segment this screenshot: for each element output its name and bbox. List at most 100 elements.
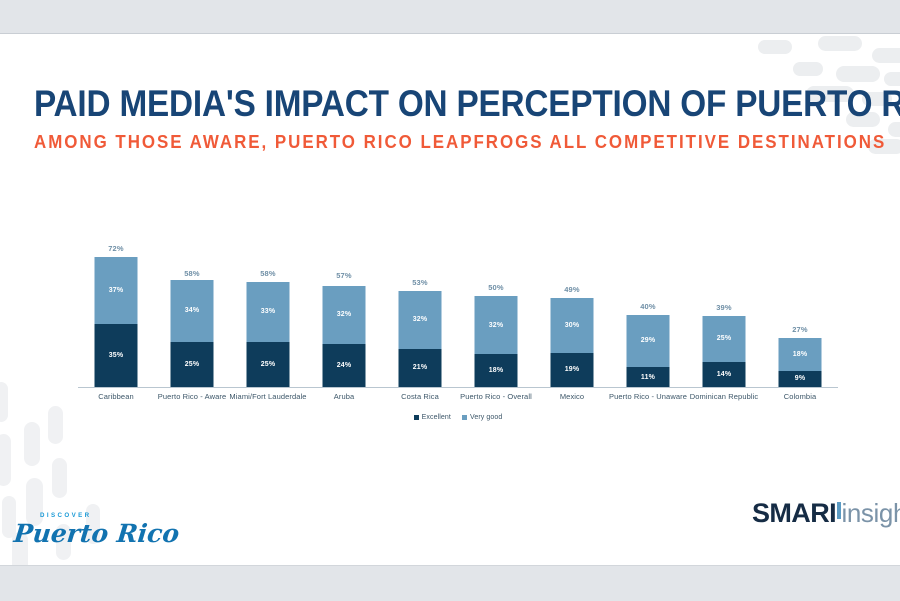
bar-segment-very-good[interactable]: 33% — [247, 282, 290, 342]
bar-segment-very-good[interactable]: 25% — [703, 316, 746, 361]
bar-group: 40%29%11%Puerto Rico - Unaware — [610, 242, 686, 387]
bar-group: 72%37%35%Caribbean — [78, 242, 154, 387]
category-label: Costa Rica — [401, 392, 439, 401]
bar-total-label: 57% — [336, 271, 352, 280]
bar-stack[interactable]: 34% 25% — [171, 280, 214, 387]
bar-segment-label: 35% — [109, 352, 124, 359]
bar-total-label: 40% — [640, 302, 656, 311]
bar-segment-excellent[interactable]: 35% — [95, 324, 138, 387]
bar-segment-very-good[interactable]: 18% — [779, 338, 822, 371]
bar-group: 27%18%9%Colombia — [762, 242, 838, 387]
bar-stack[interactable]: 32% 21% — [399, 291, 442, 387]
bar-segment-label: 33% — [261, 308, 276, 315]
page-title: PAID MEDIA'S IMPACT ON PERCEPTION OF PUE… — [34, 84, 781, 124]
bar-group: 50%32%18%Puerto Rico - Overall — [458, 242, 534, 387]
bar-total-label: 50% — [488, 283, 504, 292]
bar-segment-excellent[interactable]: 21% — [399, 349, 442, 387]
bar-segment-label: 18% — [793, 351, 808, 358]
bar-segment-excellent[interactable]: 18% — [475, 354, 518, 387]
legend-label: Excellent — [422, 414, 451, 421]
category-label: Puerto Rico - Aware — [158, 392, 226, 401]
bar-stack[interactable]: 25% 14% — [703, 316, 746, 387]
legend-item[interactable]: Excellent — [414, 414, 451, 421]
bar-stack[interactable]: 30% 19% — [551, 298, 594, 387]
bar-stack[interactable]: 37% 35% — [95, 257, 138, 388]
category-label: Miami/Fort Lauderdale — [229, 392, 306, 401]
bar-segment-very-good[interactable]: 37% — [95, 257, 138, 324]
bar-segment-label: 34% — [185, 307, 200, 314]
bar-group: 53%32%21%Costa Rica — [382, 242, 458, 387]
bar-total-label: 53% — [412, 278, 428, 287]
headline-block: PAID MEDIA'S IMPACT ON PERCEPTION OF PUE… — [34, 84, 864, 152]
bar-segment-excellent[interactable]: 9% — [779, 371, 822, 387]
category-label: Puerto Rico - Unaware — [609, 392, 687, 401]
legend-swatch-icon — [462, 415, 467, 420]
bar-segment-excellent[interactable]: 25% — [247, 342, 290, 387]
bar-segment-very-good[interactable]: 32% — [399, 291, 442, 349]
discover-eyebrow-text: DISCOVER — [40, 512, 92, 519]
legend-label: Very good — [470, 414, 502, 421]
category-label: Puerto Rico - Overall — [460, 392, 532, 401]
stacked-bar-chart: 72% 37% 35% Caribbean 58% 34% 25% Puerto Rico -… — [78, 242, 838, 422]
legend-item[interactable]: Very good — [462, 414, 502, 421]
bar-segment-label: 32% — [413, 316, 428, 323]
bar-total-label: 49% — [564, 285, 580, 294]
bar-segment-label: 14% — [717, 371, 732, 378]
bar-segment-very-good[interactable]: 34% — [171, 280, 214, 342]
bar-stack[interactable]: 18% 9% — [779, 338, 822, 387]
category-label: Colombia — [784, 392, 816, 401]
bar-group: 39%25%14%Dominican Republic — [686, 242, 762, 387]
category-label: Mexico — [560, 392, 584, 401]
smari-tick-icon — [837, 502, 841, 519]
bar-segment-label: 29% — [641, 337, 656, 344]
bar-total-label: 39% — [716, 303, 732, 312]
bar-segment-label: 24% — [337, 362, 352, 369]
bar-segment-label: 30% — [565, 322, 580, 329]
bar-segment-label: 21% — [413, 364, 428, 371]
bar-segment-excellent[interactable]: 25% — [171, 342, 214, 387]
bar-segment-label: 25% — [185, 361, 200, 368]
bar-total-label: 58% — [184, 269, 200, 278]
slide-canvas: PAID MEDIA'S IMPACT ON PERCEPTION OF PUE… — [0, 34, 900, 565]
bar-segment-label: 19% — [565, 366, 580, 373]
bar-segment-very-good[interactable]: 29% — [627, 315, 670, 368]
bar-group: 58%34%25%Puerto Rico - Aware — [154, 242, 230, 387]
page-subtitle: AMONG THOSE AWARE, PUERTO RICO LEAPFROGS… — [34, 132, 814, 152]
bar-stack[interactable]: 32% 18% — [475, 296, 518, 387]
category-label: Caribbean — [98, 392, 134, 401]
bar-segment-label: 32% — [337, 311, 352, 318]
bar-segment-label: 11% — [641, 374, 655, 381]
bar-segment-label: 25% — [261, 361, 276, 368]
bar-segment-very-good[interactable]: 32% — [475, 296, 518, 354]
legend-swatch-icon — [414, 415, 419, 420]
bar-segment-label: 32% — [489, 322, 504, 329]
bar-group: 57%32%24%Aruba — [306, 242, 382, 387]
bar-segment-excellent[interactable]: 19% — [551, 353, 594, 387]
bar-stack[interactable]: 32% 24% — [323, 286, 366, 388]
bar-total-label: 72% — [108, 244, 124, 253]
bar-segment-label: 25% — [717, 335, 732, 342]
smari-insights-logo: SMARI insights — [752, 499, 900, 529]
bar-segment-excellent[interactable]: 14% — [703, 362, 746, 387]
bar-segment-very-good[interactable]: 30% — [551, 298, 594, 352]
bar-segment-excellent[interactable]: 11% — [627, 367, 670, 387]
discover-puerto-rico-logo: DISCOVER Puerto Rico — [14, 512, 118, 558]
bar-stack[interactable]: 33% 25% — [247, 282, 290, 387]
bar-segment-label: 37% — [109, 287, 124, 294]
viewer-top-band — [0, 0, 900, 34]
smari-insights-wordmark: insights — [842, 499, 900, 527]
category-label: Dominican Republic — [690, 392, 759, 401]
bar-segment-excellent[interactable]: 24% — [323, 344, 366, 388]
viewer-bottom-band — [0, 565, 900, 601]
bar-stack[interactable]: 29% 11% — [627, 315, 670, 388]
chart-legend: Excellent Very good — [78, 414, 838, 421]
chart-x-axis-line — [78, 387, 838, 388]
bar-segment-very-good[interactable]: 32% — [323, 286, 366, 344]
bar-segment-label: 9% — [795, 375, 806, 382]
bar-group: 49%30%19%Mexico — [534, 242, 610, 387]
category-label: Aruba — [334, 392, 355, 401]
bar-total-label: 58% — [260, 269, 276, 278]
bar-group: 58%33%25%Miami/Fort Lauderdale — [230, 242, 306, 387]
